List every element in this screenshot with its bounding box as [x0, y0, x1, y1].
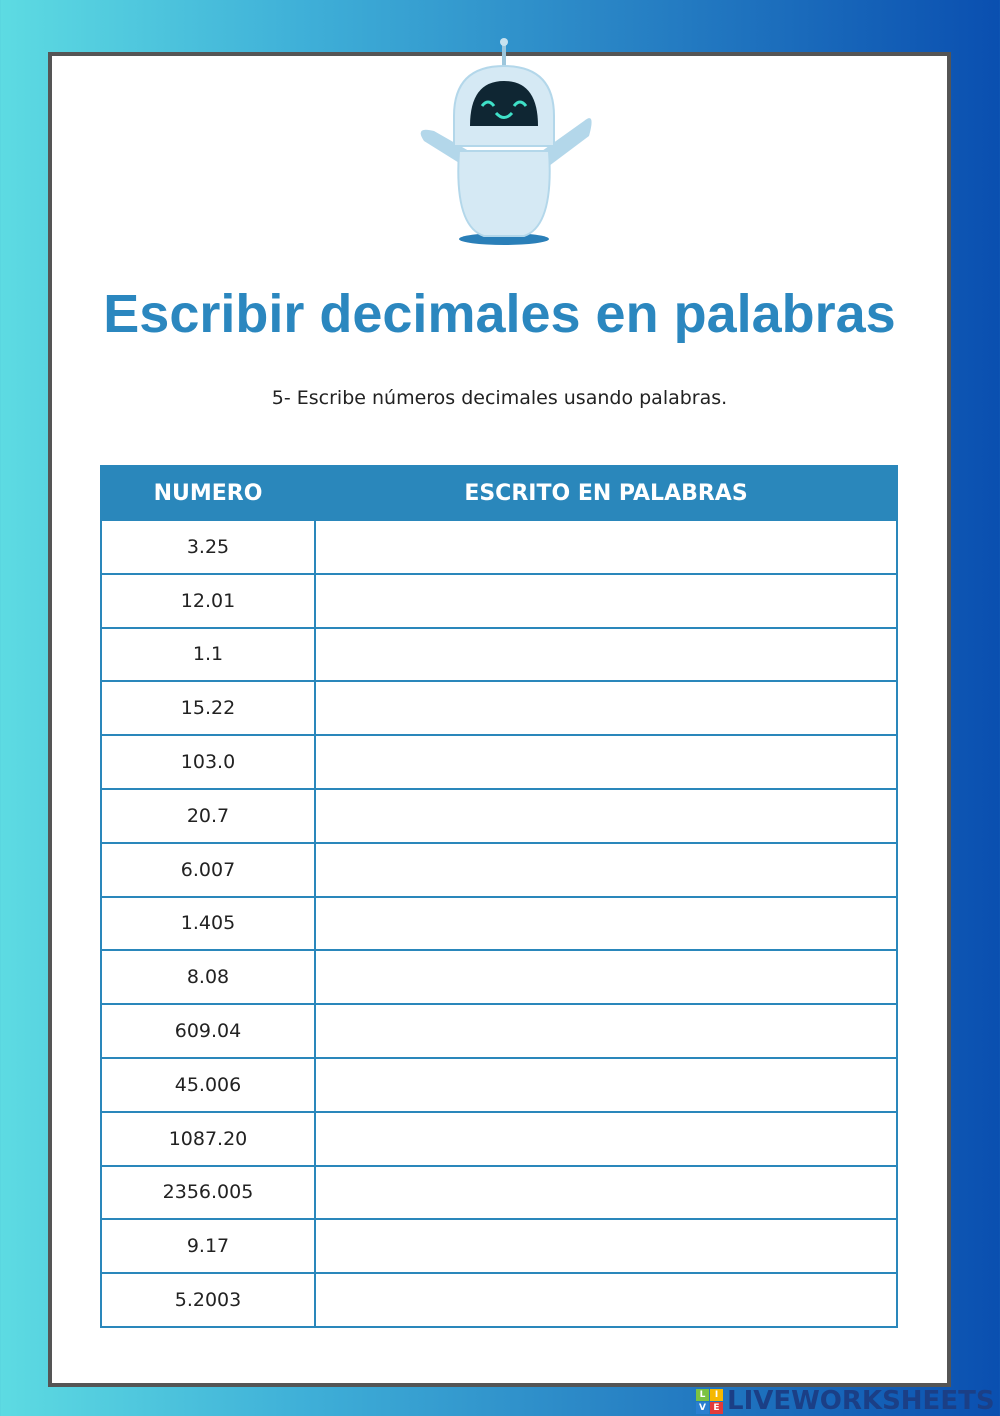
header-escrito: ESCRITO EN PALABRAS — [314, 465, 898, 521]
liveworksheets-logo: L I V E LIVEWORKSHEETS — [696, 1388, 995, 1414]
table-row: 1.405 — [100, 895, 898, 952]
answer-input[interactable] — [316, 1166, 896, 1219]
answer-input[interactable] — [316, 1274, 896, 1326]
number-cell: 15.22 — [100, 680, 316, 737]
number-cell: 3.25 — [100, 519, 316, 575]
badge-letter: L — [696, 1388, 709, 1401]
worksheet-page: Escribir decimales en palabras 5- Escrib… — [48, 38, 951, 1387]
table-row: 15.22 — [100, 680, 898, 737]
number-cell: 609.04 — [100, 1003, 316, 1059]
answer-cell[interactable] — [314, 519, 898, 575]
instruction-text: 5- Escribe números decimales usando pala… — [271, 387, 728, 409]
answer-cell[interactable] — [314, 949, 898, 1006]
number-cell: 6.007 — [100, 841, 316, 898]
answer-cell[interactable] — [314, 572, 898, 629]
answer-cell[interactable] — [314, 680, 898, 737]
table-row: 3.25 — [100, 519, 898, 575]
answer-input[interactable] — [316, 682, 896, 735]
number-cell: 5.2003 — [100, 1272, 316, 1328]
number-cell: 45.006 — [100, 1056, 316, 1113]
answer-input[interactable] — [316, 1005, 896, 1057]
table-row: 6.007 — [100, 841, 898, 898]
table-row: 12.01 — [100, 572, 898, 629]
answer-cell[interactable] — [314, 1272, 898, 1328]
answer-cell[interactable] — [314, 1218, 898, 1275]
badge-letter: E — [710, 1401, 723, 1414]
logo-text: LIVEWORKSHEETS — [727, 1386, 995, 1416]
table-row: 2356.005 — [100, 1164, 898, 1221]
answer-input[interactable] — [316, 1220, 896, 1273]
table-row: 1087.20 — [100, 1110, 898, 1167]
table-row: 5.2003 — [100, 1272, 898, 1328]
answer-input[interactable] — [316, 789, 896, 842]
table-row: 8.08 — [100, 949, 898, 1006]
table-row: 9.17 — [100, 1218, 898, 1275]
number-cell: 1.405 — [100, 895, 316, 952]
answer-input[interactable] — [316, 897, 896, 950]
answer-cell[interactable] — [314, 1056, 898, 1113]
number-cell: 8.08 — [100, 949, 316, 1006]
robot-illustration — [420, 38, 592, 245]
answer-cell[interactable] — [314, 787, 898, 844]
answer-cell[interactable] — [314, 1164, 898, 1221]
answer-input[interactable] — [316, 628, 896, 681]
answer-cell[interactable] — [314, 895, 898, 952]
number-cell: 20.7 — [100, 787, 316, 844]
answer-input[interactable] — [316, 951, 896, 1004]
number-cell: 1087.20 — [100, 1110, 316, 1167]
answer-input[interactable] — [316, 521, 896, 573]
answer-cell[interactable] — [314, 1110, 898, 1167]
answer-cell[interactable] — [314, 734, 898, 790]
answer-input[interactable] — [316, 574, 896, 627]
number-cell: 1.1 — [100, 626, 316, 683]
answer-cell[interactable] — [314, 626, 898, 683]
number-cell: 9.17 — [100, 1218, 316, 1275]
header-numero: NUMERO — [100, 465, 316, 521]
table-row: 103.0 — [100, 734, 898, 790]
answer-cell[interactable] — [314, 841, 898, 898]
number-cell: 103.0 — [100, 734, 316, 790]
number-cell: 2356.005 — [100, 1164, 316, 1221]
number-cell: 12.01 — [100, 572, 316, 629]
badge-letter: V — [696, 1401, 709, 1414]
answer-cell[interactable] — [314, 1003, 898, 1059]
table-row: 609.04 — [100, 1003, 898, 1059]
answer-input[interactable] — [316, 1058, 896, 1111]
answer-table: NUMERO ESCRITO EN PALABRAS 3.25 12.01 1.1 1… — [100, 465, 898, 1328]
answer-input[interactable] — [316, 843, 896, 896]
table-row: 20.7 — [100, 787, 898, 844]
live-badge-icon: L I V E — [696, 1388, 723, 1414]
table-row: 45.006 — [100, 1056, 898, 1113]
page-title: Escribir decimales en palabras — [103, 284, 896, 344]
answer-input[interactable] — [316, 1112, 896, 1165]
table-row: 1.1 — [100, 626, 898, 683]
answer-input[interactable] — [316, 736, 896, 788]
badge-letter: I — [710, 1388, 723, 1401]
